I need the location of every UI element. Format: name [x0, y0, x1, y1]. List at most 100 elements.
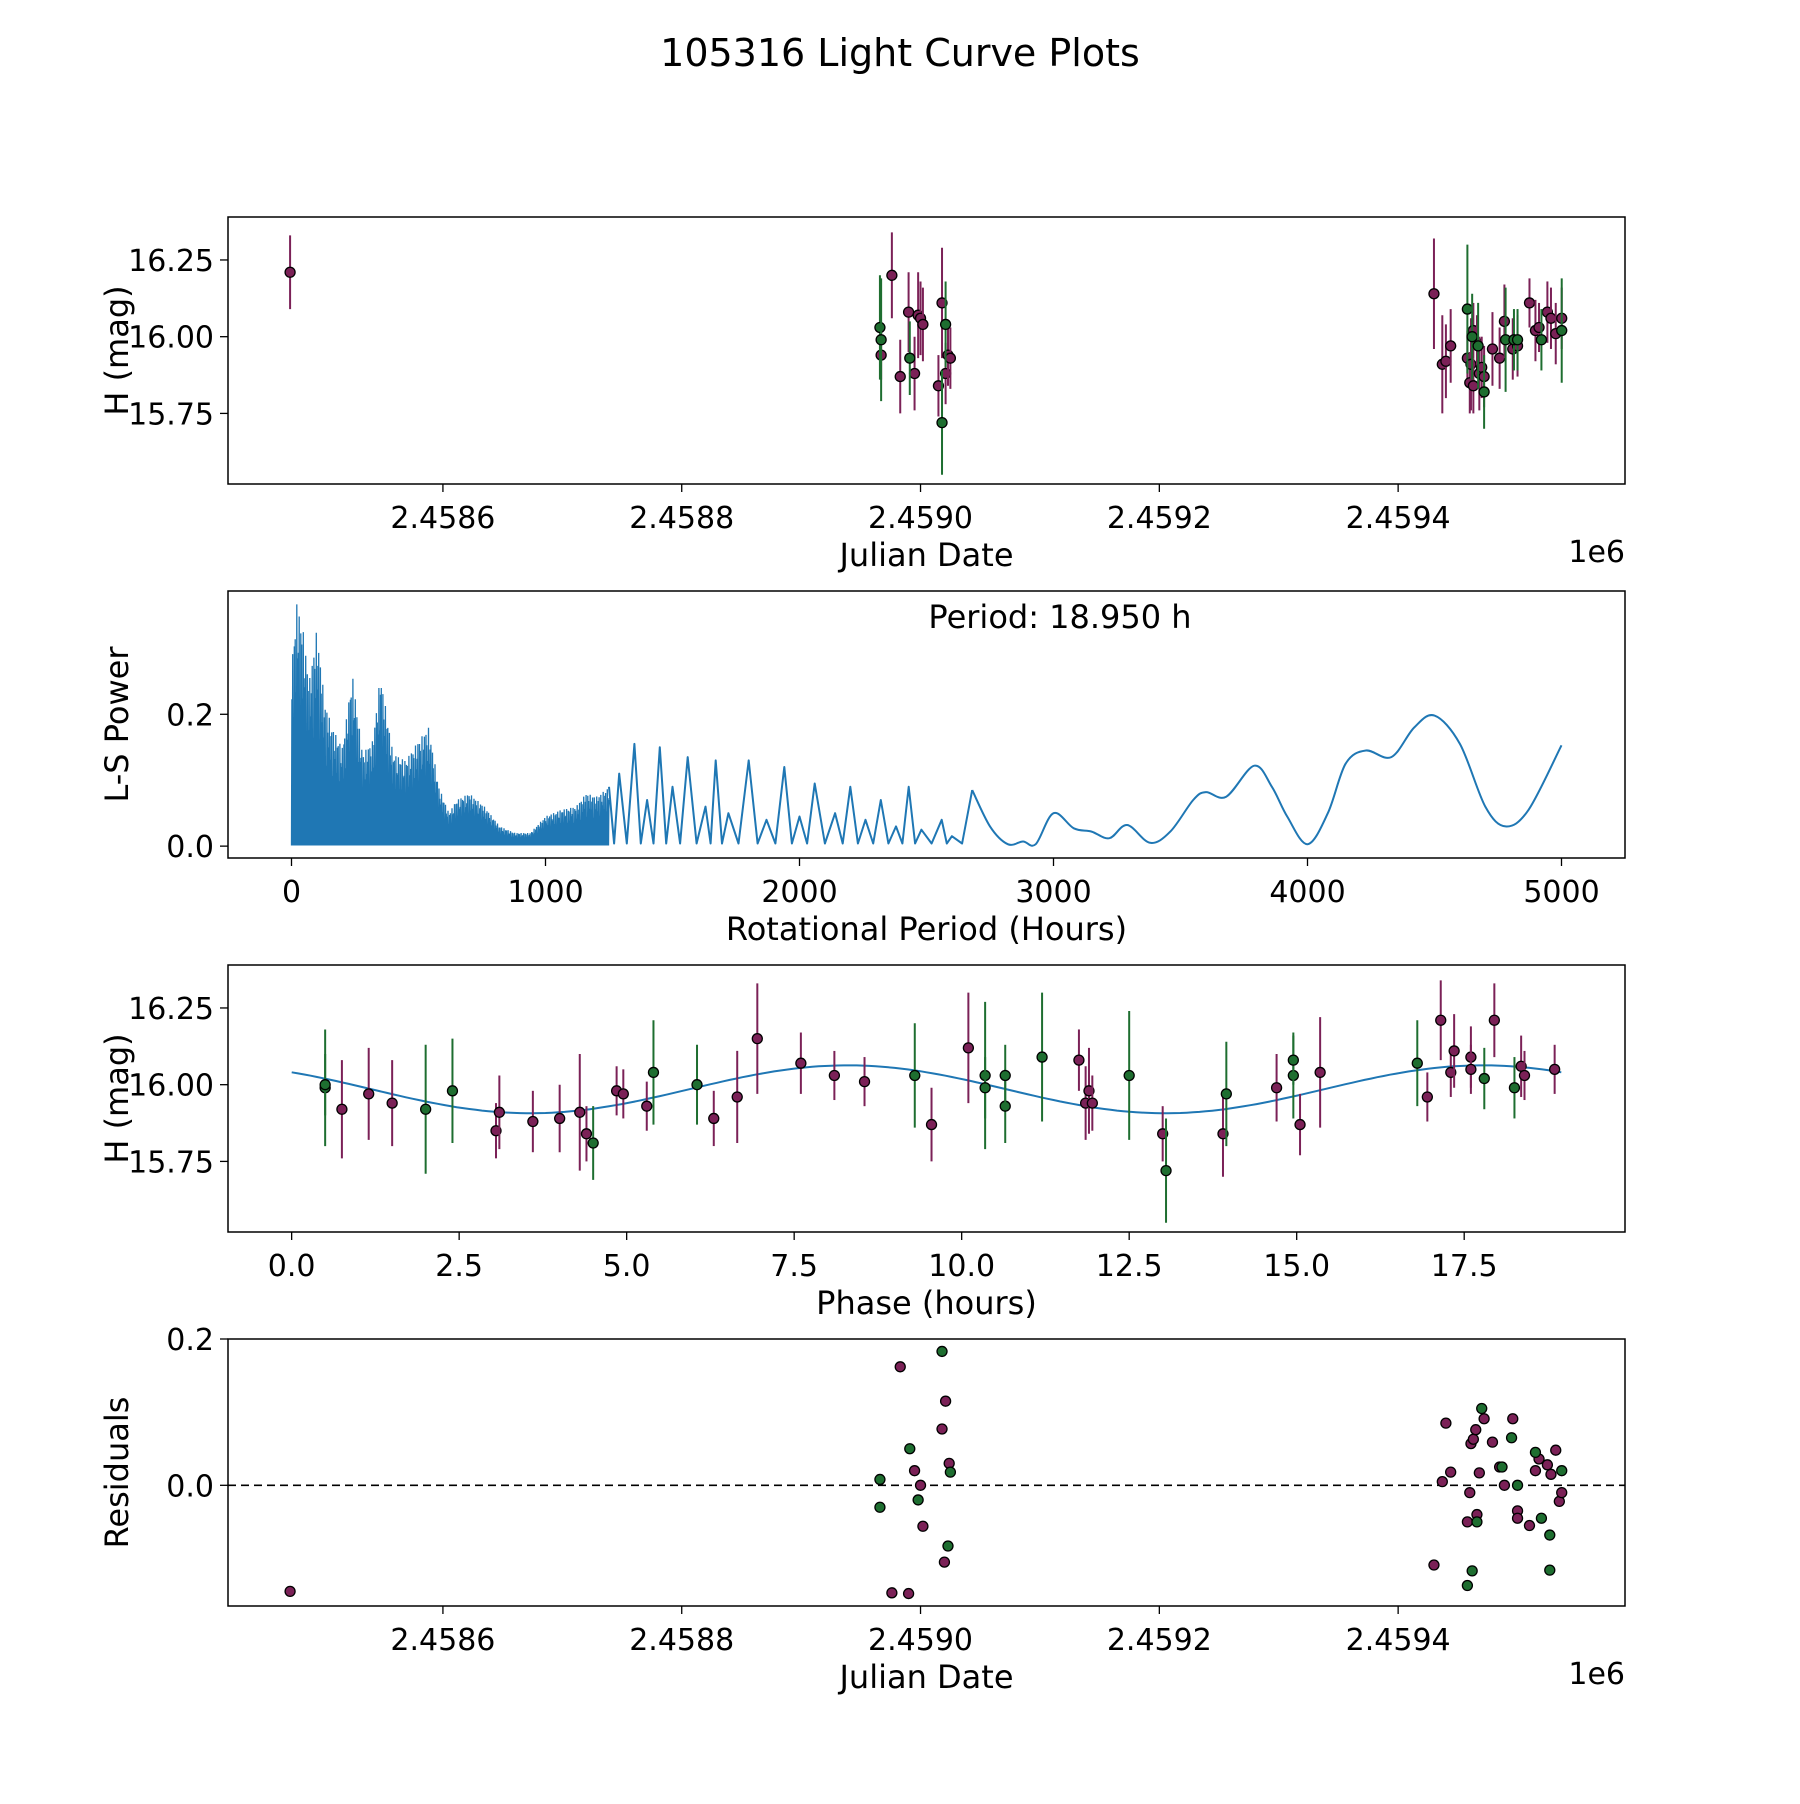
residuals-point-green: [1529, 1446, 1542, 1459]
residuals-point-green: [874, 1501, 886, 1513]
residuals-point-red: [1507, 1413, 1519, 1425]
residuals-point-red: [1467, 1433, 1480, 1445]
phased-ytick-label: 15.75: [128, 1145, 214, 1180]
periodogram-frame: [227, 590, 1626, 859]
lightcurve-point-green: [874, 321, 886, 334]
phased-point-green: [1036, 1051, 1048, 1063]
phased-point-green: [1160, 1164, 1172, 1177]
lightcurve-ytick-label: 15.75: [128, 397, 214, 432]
phased-point-green: [1508, 1082, 1521, 1094]
periodogram-xtick-label: 2000: [761, 875, 837, 910]
residuals-point-red: [902, 1587, 915, 1600]
lightcurve-point-red: [1545, 312, 1557, 324]
phased-point-green: [319, 1079, 331, 1091]
lightcurve-xtick-label: 2.4588: [629, 501, 734, 536]
residuals-point-red: [1523, 1519, 1536, 1532]
lightcurve-ylabel: H (mag): [98, 285, 136, 415]
lightcurve-point-red: [894, 370, 906, 383]
phased-point-red: [641, 1100, 653, 1112]
residuals-point-green: [1556, 1465, 1568, 1477]
phased-point-red: [828, 1069, 841, 1082]
lightcurve-point-red: [908, 367, 921, 380]
residuals-point-green: [1544, 1564, 1556, 1576]
lightcurve-point-red: [1533, 321, 1545, 334]
phased-point-red: [795, 1057, 807, 1069]
phased-point-red: [363, 1088, 375, 1100]
phased-point-red: [731, 1091, 743, 1103]
residuals-point-green: [1471, 1516, 1483, 1528]
residuals-point-red: [1511, 1512, 1524, 1524]
residuals-data: [228, 1345, 1625, 1600]
phased-xtick-label: 2.5: [435, 1249, 483, 1284]
lightcurve-point-green: [1478, 386, 1490, 398]
residuals-point-red: [1478, 1413, 1490, 1425]
residuals-point-red: [894, 1361, 906, 1373]
phased-point-red: [1294, 1118, 1306, 1131]
lightcurve-point-red: [1428, 288, 1440, 300]
lightcurve-point-green: [904, 352, 916, 364]
phased-point-red: [1270, 1082, 1283, 1094]
lightcurve-point-red: [936, 297, 948, 309]
lightcurve-xtick-label: 2.4594: [1346, 501, 1451, 536]
phased-point-red: [1314, 1066, 1326, 1079]
lightcurve-point-red: [1486, 343, 1499, 355]
residuals-point-red: [1464, 1486, 1476, 1499]
residuals-point-red: [1541, 1459, 1554, 1471]
phased-point-red: [708, 1112, 720, 1125]
lightcurve-ytick-label: 16.00: [128, 321, 214, 356]
lightcurve-point-red: [1493, 352, 1506, 364]
phased-data: [291, 980, 1562, 1223]
residuals-xlabel: Julian Date: [837, 1658, 1013, 1696]
phased-xtick-label: 17.5: [1431, 1249, 1498, 1284]
residuals-point-green: [1466, 1565, 1478, 1577]
residuals-point-red: [1545, 1468, 1557, 1480]
residuals-panel: 2.4586 2.4588 2.4590 2.4592 2.4594 0.0 0.2 Juli…: [98, 1323, 1626, 1696]
lightcurve-point-red: [886, 269, 898, 281]
phased-point-green: [1411, 1057, 1423, 1069]
phased-xtick-label: 5.0: [603, 1249, 651, 1284]
residuals-point-red: [284, 1585, 296, 1598]
residuals-point-green: [1535, 1512, 1548, 1524]
phased-point-red: [574, 1106, 586, 1118]
residuals-ytick-label: 0.0: [166, 1469, 214, 1504]
phased-point-green: [587, 1137, 599, 1149]
residuals-frame: [227, 1338, 1626, 1607]
phased-ytick-label: 16.00: [128, 1069, 214, 1104]
lightcurve-point-green: [1535, 334, 1548, 346]
periodogram-xtick-label: 3000: [1015, 875, 1091, 910]
phased-point-red: [336, 1103, 348, 1115]
phased-xlabel: Phase (hours): [816, 1284, 1037, 1322]
residuals-point-red: [914, 1479, 927, 1491]
phased-point-red: [617, 1088, 629, 1100]
residuals-point-green: [1496, 1461, 1508, 1473]
residuals-point-green: [1505, 1432, 1518, 1444]
phased-point-red: [580, 1128, 593, 1140]
lightcurve-point-green: [875, 334, 887, 346]
lightcurve-point-green: [1466, 331, 1478, 343]
lightcurve-point-red: [1467, 380, 1480, 392]
residuals-point-red: [917, 1520, 929, 1532]
phased-point-red: [1435, 1014, 1447, 1026]
residuals-ylabel: Residuals: [98, 1397, 136, 1549]
phased-point-green: [1478, 1072, 1490, 1085]
phased-point-green: [999, 1069, 1011, 1082]
phased-point-red: [1086, 1097, 1098, 1109]
lightcurve-point-red: [284, 266, 296, 278]
phased-point-green: [1123, 1069, 1135, 1082]
phased-point-red: [527, 1115, 539, 1128]
phased-ytick-label: 16.25: [128, 992, 214, 1027]
residuals-point-green: [1461, 1579, 1474, 1592]
periodogram-xtick-label: 5000: [1523, 875, 1599, 910]
phased-xtick-label: 15.0: [1263, 1249, 1330, 1284]
phased-point-red: [858, 1075, 871, 1088]
residuals-xtick-label: 2.4592: [1107, 1623, 1212, 1658]
lightcurve-point-red: [917, 318, 929, 331]
figure-title: 105316 Light Curve Plots: [660, 31, 1140, 75]
phased-point-green: [446, 1085, 459, 1097]
lightcurve-frame: [227, 216, 1626, 485]
periodogram-data: [290, 604, 1563, 847]
lightcurve-point-red: [1440, 355, 1452, 367]
phased-xtick-label: 7.5: [770, 1249, 818, 1284]
residuals-point-red: [936, 1423, 948, 1435]
